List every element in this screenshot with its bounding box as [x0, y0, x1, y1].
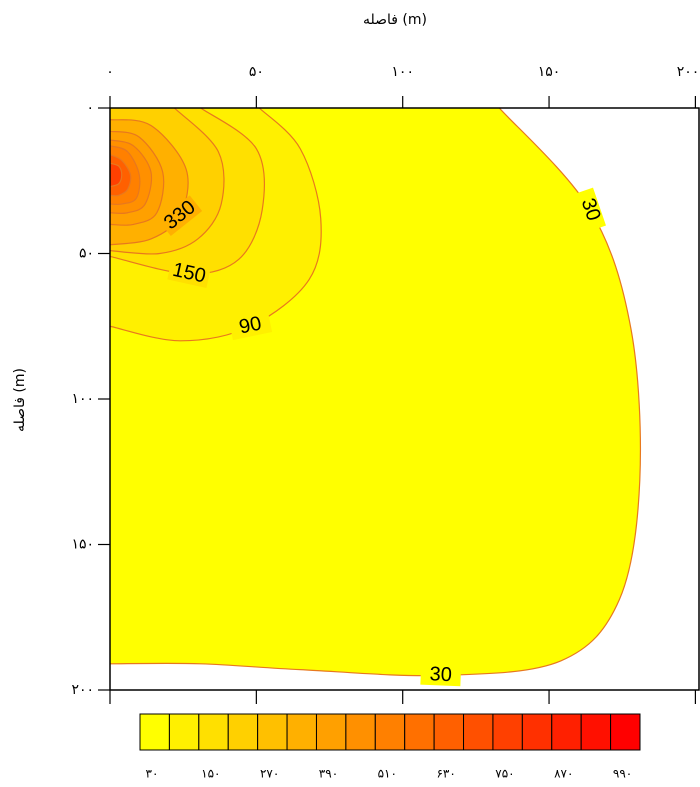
contour-line: [110, 108, 225, 255]
colorbar-label: ۶۳۰: [436, 767, 455, 781]
colorbar-label: ۹۹۰: [613, 767, 632, 781]
contour-line: [110, 130, 165, 226]
colorbar-box: [315, 713, 347, 751]
colorbar-box: [139, 713, 170, 751]
colorbar-label: ۳۹۰: [319, 767, 338, 781]
colorbar-box: [404, 713, 435, 751]
colorbar-label: ۸۷۰: [554, 767, 573, 781]
contour-line: [110, 154, 132, 197]
contour-label: 90: [237, 313, 263, 339]
x-axis-title: فاصله (m): [363, 12, 427, 28]
x-tick-label: ۱۵۰: [538, 64, 561, 80]
contour-line: [110, 119, 189, 246]
contour-line: [110, 145, 141, 206]
colorbar-label: ۵۱۰: [378, 767, 397, 781]
contour-line: [110, 108, 322, 342]
y-tick-label: ۲۰۰: [71, 682, 94, 698]
colorbar-label: ۱۵۰: [201, 767, 220, 781]
colorbar-box: [580, 713, 612, 751]
colorbar-box: [492, 713, 523, 751]
colorbar-box: [463, 713, 494, 751]
x-tick-label: ۵۰: [249, 64, 264, 80]
colorbar-box: [521, 713, 553, 751]
colorbar-box: [345, 713, 376, 751]
contour-label-bg: [167, 259, 211, 288]
contour-label-bg: [228, 312, 273, 341]
colorbar-box: [551, 713, 582, 751]
colorbar-box: [198, 713, 229, 751]
y-tick-label: ۵۰: [79, 246, 94, 262]
y-axis-title: فاصله (m): [12, 368, 28, 432]
colorbar-box: [610, 713, 641, 751]
contour-label: 30: [429, 663, 452, 686]
contour-line: [110, 162, 123, 188]
x-tick-label: ۱۰۰: [391, 64, 414, 80]
colorbar-box: [227, 713, 259, 751]
colorbar-box: [374, 713, 406, 751]
colorbar-box: [168, 713, 200, 751]
x-tick-label: ۰: [106, 64, 114, 80]
colorbar-label: ۲۷۰: [260, 767, 279, 781]
y-tick-label: ۰: [86, 100, 94, 116]
x-tick-label: ۲۰۰: [677, 64, 700, 80]
colorbar-box: [286, 713, 317, 751]
contour-line: [110, 139, 153, 214]
contour-label-bg: [158, 195, 203, 236]
y-tick-label: ۱۵۰: [71, 537, 94, 553]
contour-line: [110, 108, 642, 677]
colorbar-label: ۷۵۰: [495, 767, 514, 781]
y-tick-label: ۱۰۰: [71, 391, 94, 407]
colorbar-label: ۳۰: [146, 767, 159, 781]
contour-label-bg: [574, 187, 606, 233]
colorbar-box: [257, 713, 288, 751]
colorbar-box: [433, 713, 465, 751]
contour-label-bg: [420, 664, 462, 687]
